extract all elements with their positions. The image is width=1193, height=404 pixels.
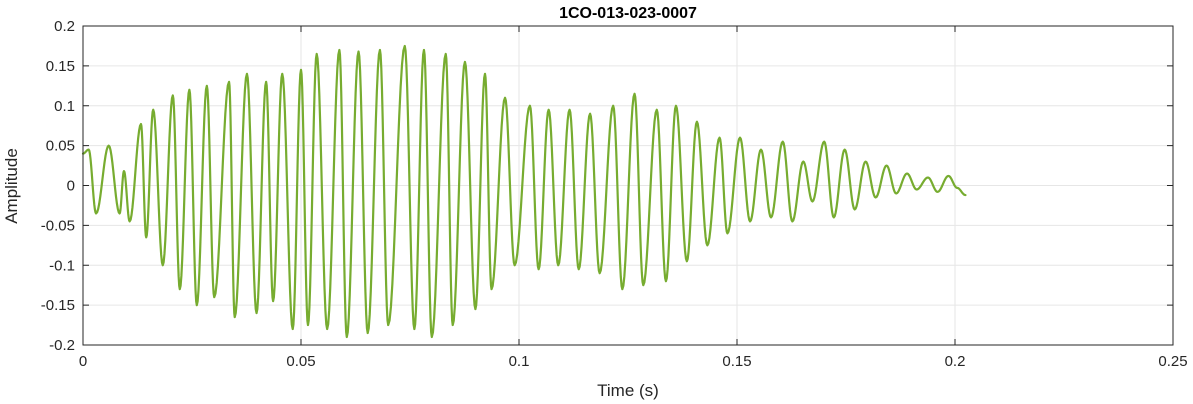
series-group	[81, 44, 967, 339]
y-tick-label: 0.1	[54, 98, 75, 115]
y-axis-label: Amplitude	[2, 148, 21, 224]
y-tick-label: -0.05	[41, 217, 75, 234]
x-tick-label: 0.05	[286, 353, 315, 370]
chart-title: 1CO-013-023-0007	[559, 5, 697, 22]
y-tick-label: -0.1	[49, 257, 75, 274]
y-tick-label: -0.2	[49, 337, 75, 354]
x-tick-label: 0.1	[509, 353, 530, 370]
y-tick-label: 0.15	[46, 58, 75, 75]
x-tick-label: 0.15	[722, 353, 751, 370]
x-tick-labels: 0 0.05 0.1 0.15 0.2 0.25	[79, 353, 1188, 370]
y-tick-label: -0.15	[41, 297, 75, 314]
y-tick-label: 0.05	[46, 138, 75, 155]
series-line	[81, 44, 967, 339]
y-tick-label: 0.2	[54, 18, 75, 35]
x-tick-label: 0.2	[945, 353, 966, 370]
tick-marks	[82, 25, 1174, 346]
x-tick-label: 0	[79, 353, 87, 370]
y-tick-label: 0	[67, 178, 75, 195]
y-tick-labels: -0.2 -0.15 -0.1 -0.05 0 0.05 0.1 0.15 0.2	[41, 18, 75, 354]
x-axis-label: Time (s)	[597, 381, 659, 400]
x-tick-label: 0.25	[1158, 353, 1187, 370]
